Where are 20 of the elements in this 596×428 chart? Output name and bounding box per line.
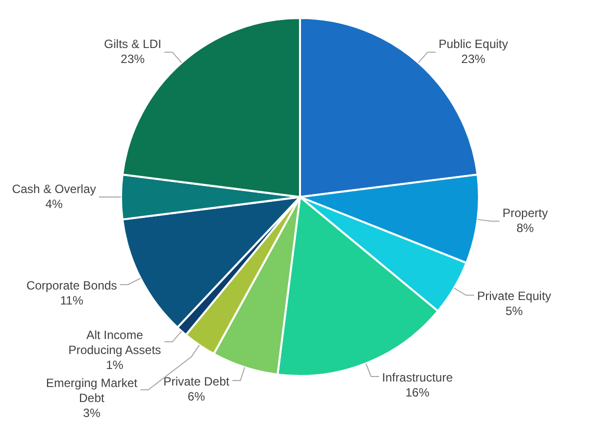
slice-label: Private Debt [163,374,230,388]
slice-label: Cash & Overlay [12,182,96,196]
slice-label: Alt Income Producing Assets [68,328,162,358]
data-label: 8% [516,221,534,235]
slice-label: Private Equity [477,289,552,304]
data-label: 1% [106,358,124,372]
data-label: 23% [120,52,146,66]
data-label: 23% [461,52,486,66]
slice-label: Property [502,206,548,220]
data-label: 11% [60,293,84,308]
slice-label: Corporate Bonds [26,278,118,292]
slice-label: Public Equity [438,37,508,52]
data-label: 3% [83,406,101,420]
slice-label: Infrastructure [382,370,454,384]
slice-label: Gilts & LDI [104,37,162,52]
slice-label: Emerging Market Debt [46,376,138,406]
data-label: 16% [405,385,430,400]
data-label: 6% [188,389,206,404]
data-label: 4% [45,196,63,211]
data-label: 5% [505,304,524,318]
